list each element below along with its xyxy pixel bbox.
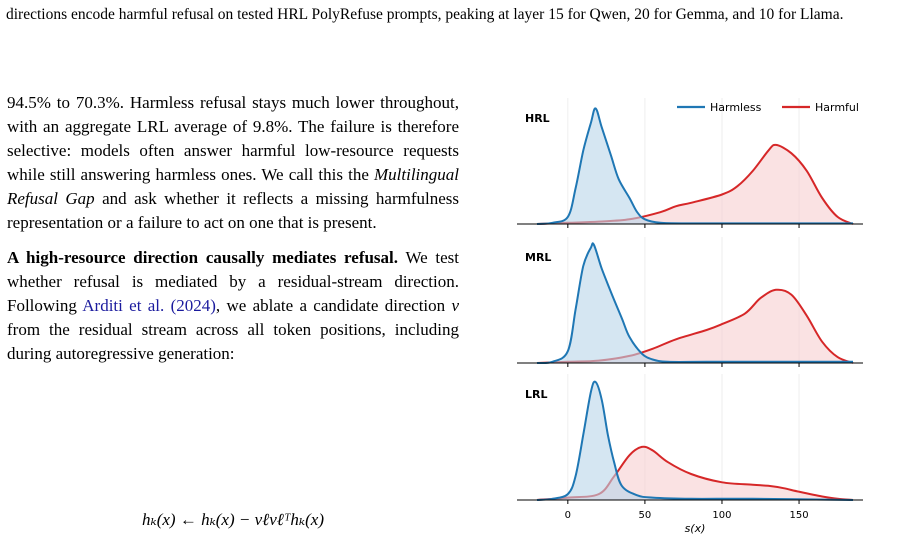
ridgeline-figure: HRL MRL LRL Harmless Harmful 0 50 100 150 s(x…	[497, 86, 917, 546]
panel-lrl: LRL	[517, 374, 863, 504]
citation-link[interactable]: Arditi et al. (2024)	[82, 296, 216, 315]
ridgeline-svg: HRL MRL LRL Harmless Harmful 0 50 100 150 s(x…	[517, 98, 863, 535]
legend-harmful-label: Harmful	[815, 101, 859, 114]
area-harmless	[537, 108, 853, 224]
panel-title: LRL	[525, 388, 548, 401]
line-harmless	[536, 380, 854, 501]
para2-mid: , we ablate a candidate direction	[215, 296, 452, 315]
body-text: 94.5% to 70.3%. Harmless refusal stays m…	[7, 91, 459, 366]
variable-v: v	[451, 296, 459, 315]
para1-post: and ask whether it reflects a missing ha…	[7, 189, 459, 232]
paragraph-causal-direction: A high-resource direction causally media…	[7, 246, 459, 366]
panel-mrl: MRL	[517, 237, 863, 367]
para2-post: from the residual stream across all toke…	[7, 320, 459, 363]
x-tick-label: 150	[790, 510, 809, 521]
paragraph-heading: A high-resource direction causally media…	[7, 248, 399, 267]
equation-text: hₖ(x) ← hₖ(x) − vℓvℓᵀhₖ(x)	[142, 510, 324, 529]
panel-title: HRL	[525, 112, 550, 125]
paragraph-refusal-gap: 94.5% to 70.3%. Harmless refusal stays m…	[7, 91, 459, 235]
line-harmless	[536, 242, 853, 365]
x-axis-label: s(x)	[685, 522, 706, 535]
term-multilingual-refusal-gap: Multilingual Refusal Gap	[7, 165, 459, 208]
area-harmful	[537, 144, 853, 224]
para2-pre: We test whether refusal is mediated by a…	[7, 248, 460, 315]
legend-harmless-label: Harmless	[710, 101, 762, 114]
x-tick-label: 100	[712, 510, 731, 521]
panel-hrl: HRL	[517, 98, 863, 228]
legend: Harmless Harmful	[677, 101, 859, 114]
x-tick-label: 50	[639, 510, 652, 521]
line-harmless	[536, 107, 853, 225]
area-harmless	[537, 243, 853, 364]
panel-title: MRL	[525, 251, 551, 264]
caption-text: directions encode harmful refusal on tes…	[6, 6, 844, 23]
x-tick-label: 0	[565, 510, 571, 521]
ablation-equation: hₖ(x) ← hₖ(x) − vℓvℓᵀhₖ(x)	[0, 508, 466, 532]
figure-caption: directions encode harmful refusal on tes…	[6, 4, 916, 25]
para1-pre: 94.5% to 70.3%. Harmless refusal stays m…	[7, 93, 459, 184]
area-harmful	[537, 289, 853, 363]
